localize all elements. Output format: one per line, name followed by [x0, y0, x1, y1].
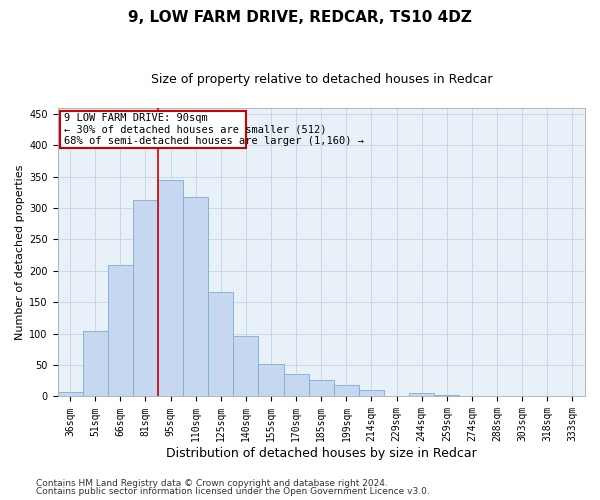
Bar [208, 292, 233, 397]
Bar [409, 394, 434, 396]
Y-axis label: Number of detached properties: Number of detached properties [15, 164, 25, 340]
Bar [108, 264, 133, 396]
Bar [284, 374, 308, 396]
Bar [259, 364, 284, 396]
FancyBboxPatch shape [60, 110, 246, 148]
Bar [334, 384, 359, 396]
Bar [233, 336, 259, 396]
X-axis label: Distribution of detached houses by size in Redcar: Distribution of detached houses by size … [166, 447, 476, 460]
Bar [434, 394, 460, 396]
Bar [58, 392, 83, 396]
Text: Contains HM Land Registry data © Crown copyright and database right 2024.: Contains HM Land Registry data © Crown c… [36, 478, 388, 488]
Bar [83, 330, 108, 396]
Bar [359, 390, 384, 396]
Text: 9, LOW FARM DRIVE, REDCAR, TS10 4DZ: 9, LOW FARM DRIVE, REDCAR, TS10 4DZ [128, 10, 472, 25]
Title: Size of property relative to detached houses in Redcar: Size of property relative to detached ho… [151, 72, 492, 86]
Text: Contains public sector information licensed under the Open Government Licence v3: Contains public sector information licen… [36, 487, 430, 496]
Bar [308, 380, 334, 396]
Bar [133, 200, 158, 396]
Bar [183, 198, 208, 396]
Bar [158, 180, 183, 396]
Text: 9 LOW FARM DRIVE: 90sqm
← 30% of detached houses are smaller (512)
68% of semi-d: 9 LOW FARM DRIVE: 90sqm ← 30% of detache… [64, 112, 364, 146]
